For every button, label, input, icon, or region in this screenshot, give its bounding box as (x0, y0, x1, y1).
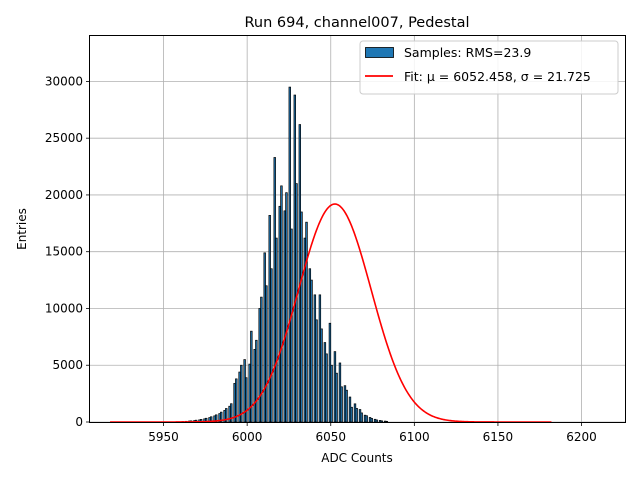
y-tick-label: 10000 (45, 301, 83, 315)
legend: Samples: RMS=23.9 Fit: μ = 6052.458, σ =… (359, 40, 619, 95)
histogram-bar (290, 228, 293, 423)
x-tick-label: 6100 (399, 430, 430, 444)
histogram-bar (380, 420, 383, 423)
histogram-bar (285, 192, 288, 423)
x-axis-ticks: 5950 6000 6050 6100 6150 6200 (148, 422, 597, 444)
histogram-bar (320, 328, 323, 423)
histogram-bar (250, 330, 253, 423)
histogram-bar (355, 408, 358, 423)
histogram-bar (375, 419, 378, 423)
histogram-bar (270, 268, 273, 423)
histogram-bar (300, 211, 303, 423)
histogram-bar (335, 372, 338, 423)
y-tick-label: 15000 (45, 245, 83, 259)
y-tick-label: 0 (75, 415, 83, 429)
legend-histogram-label: Samples: RMS=23.9 (404, 45, 531, 60)
y-tick-label: 25000 (45, 131, 83, 145)
y-tick-label: 30000 (45, 74, 83, 88)
x-tick-label: 6200 (566, 430, 597, 444)
histogram-bar (265, 285, 268, 423)
histogram-bar (280, 185, 283, 423)
histogram-bar (330, 364, 333, 423)
grid-lines (90, 36, 625, 423)
histogram-bar (295, 183, 298, 423)
histogram-bar (315, 319, 318, 423)
histogram-bar (360, 412, 363, 423)
legend-histogram-swatch (365, 47, 394, 58)
histogram-bar (340, 386, 343, 423)
histogram-bar (365, 415, 368, 423)
histogram-bar (245, 377, 248, 423)
histogram-bar (370, 418, 373, 423)
legend-box (359, 40, 619, 95)
x-tick-label: 6000 (232, 430, 263, 444)
histogram-bar (385, 420, 388, 423)
histogram-bar (255, 339, 258, 423)
histogram-bar (325, 353, 328, 423)
fit-curve (110, 203, 552, 423)
plot-frame (89, 35, 626, 423)
x-axis-label: ADC Counts (321, 451, 393, 465)
y-axis-label: Entries (15, 208, 29, 250)
y-tick-label: 5000 (52, 358, 83, 372)
y-tick-label: 20000 (45, 188, 83, 202)
chart-title: Run 694, channel007, Pedestal (244, 15, 469, 31)
histogram-bar (350, 406, 353, 423)
histogram-bar (305, 221, 308, 423)
histogram-bar (345, 389, 348, 423)
x-tick-label: 6150 (483, 430, 514, 444)
histogram-bar (275, 237, 278, 423)
x-tick-label: 6050 (315, 430, 346, 444)
histogram-bar (260, 296, 263, 423)
histogram-bar (310, 279, 313, 423)
x-tick-label: 5950 (148, 430, 179, 444)
y-axis-ticks: 0 5000 10000 15000 20000 25000 30000 (45, 74, 90, 429)
legend-fit-label: Fit: μ = 6052.458, σ = 21.725 (404, 69, 591, 84)
